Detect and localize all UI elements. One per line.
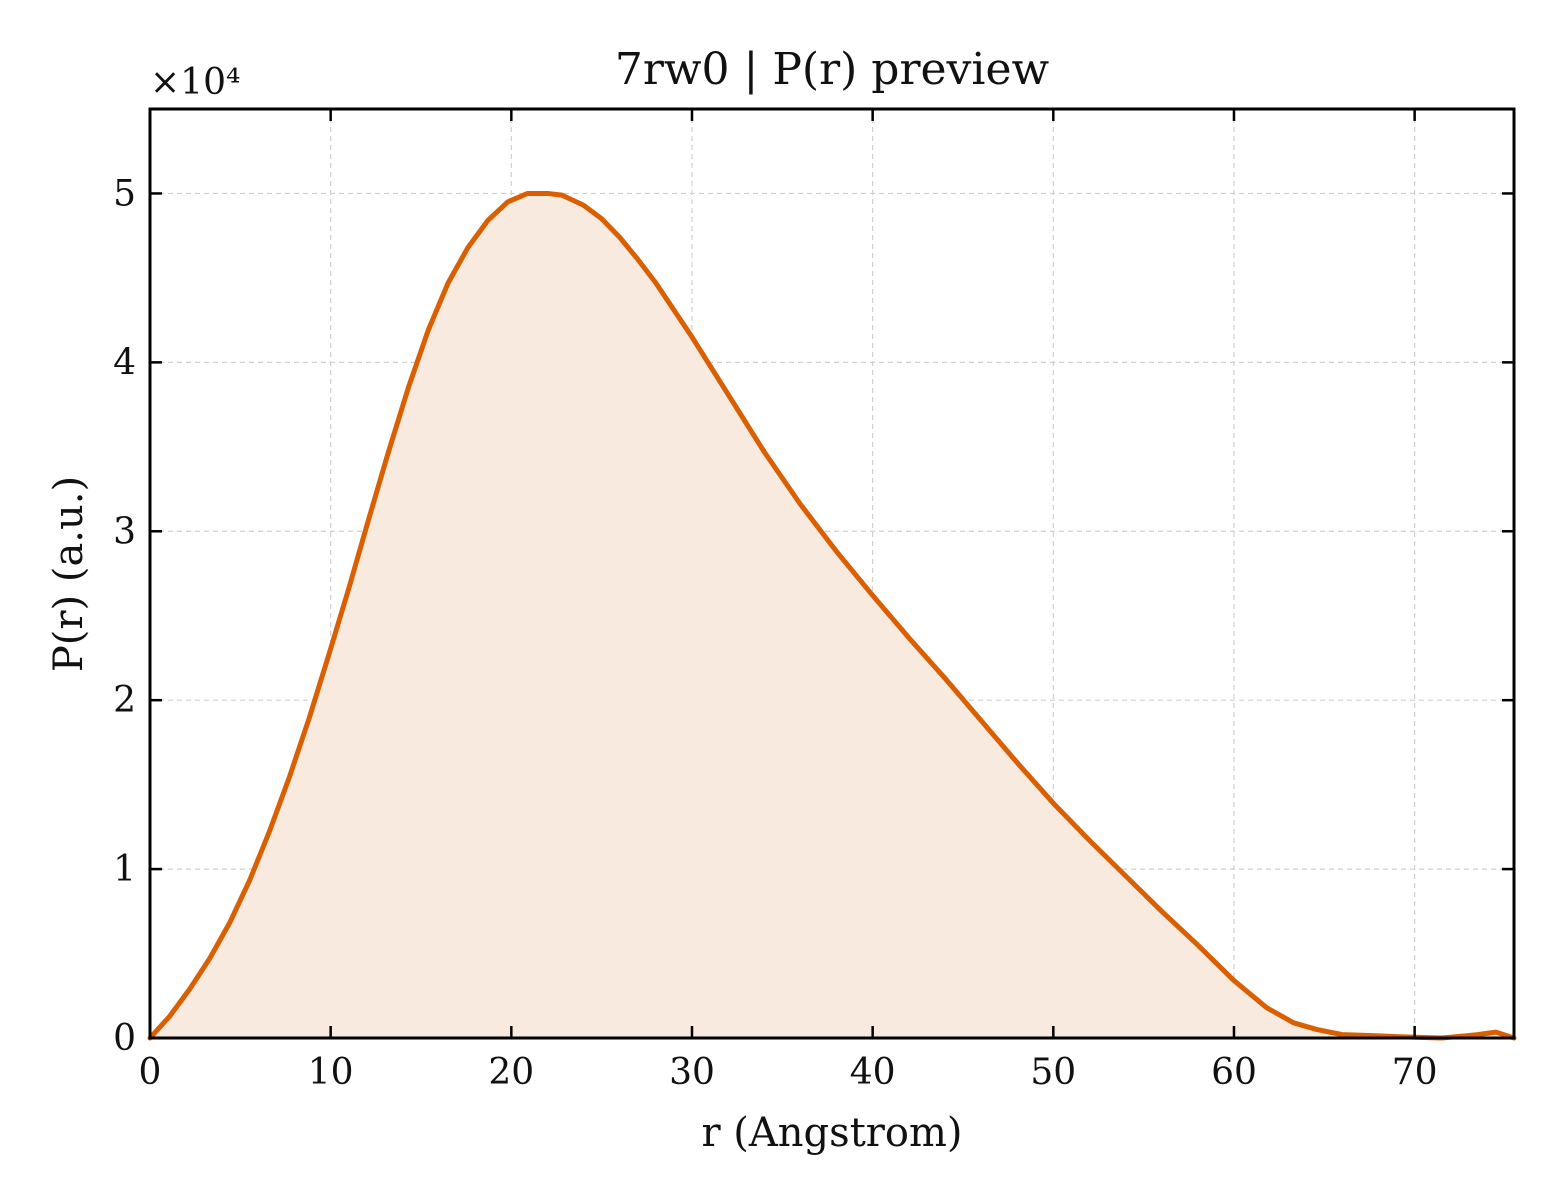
x-tick-label: 70	[1392, 1052, 1438, 1093]
y-tick-label: 0	[113, 1018, 136, 1059]
x-tick-label: 60	[1211, 1052, 1257, 1093]
x-tick-label: 50	[1030, 1052, 1076, 1093]
y-tick-label: 4	[113, 342, 136, 383]
x-tick-label: 10	[308, 1052, 354, 1093]
x-axis-label: r (Angstrom)	[701, 1110, 962, 1156]
x-tick-label: 0	[139, 1052, 162, 1093]
series-line	[147, 190, 1517, 1041]
y-axis-multiplier: ×10⁴	[150, 62, 240, 103]
x-tick-label: 30	[669, 1052, 715, 1093]
plot-frame	[148, 107, 1516, 1040]
y-axis-label: P(r) (a.u.)	[46, 476, 92, 672]
line-layer	[147, 190, 1517, 1041]
area-layer	[150, 193, 1514, 1038]
ticks: 0 10 20 30 40 50 60 70 0 1 2 3 4 5	[113, 109, 1514, 1093]
y-tick-label: 1	[113, 849, 136, 890]
series-area-fill	[150, 193, 1514, 1038]
x-tick-label: 20	[488, 1052, 534, 1093]
y-tick-label: 2	[113, 680, 136, 721]
x-tick-label: 40	[850, 1052, 896, 1093]
y-tick-label: 3	[113, 511, 136, 552]
y-tick-label: 5	[113, 173, 136, 214]
chart-title: 7rw0 | P(r) preview	[615, 44, 1050, 95]
